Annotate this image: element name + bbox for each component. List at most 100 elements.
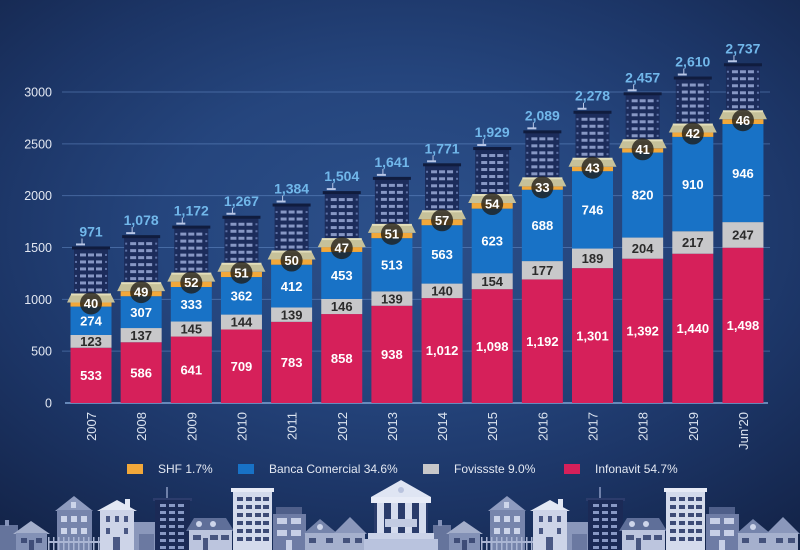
tower-side-light (125, 270, 128, 273)
apartment-window (237, 529, 243, 533)
tower-window (597, 124, 604, 128)
tower-side-light (325, 205, 328, 208)
dormer-house-window (643, 535, 651, 540)
tower-side-light (676, 112, 679, 115)
tower-window (631, 127, 638, 131)
tower-window (481, 168, 488, 172)
fence-post (53, 537, 55, 550)
tower-window (330, 219, 337, 223)
tower-window (230, 236, 237, 240)
slate-house-roof (276, 507, 302, 515)
dark-tower-window (602, 504, 608, 507)
bar-segment-fovissste (220, 314, 262, 330)
dark-tower-window (160, 525, 166, 528)
tower-window (547, 158, 554, 162)
tower-side-light (105, 274, 107, 277)
tower-window (431, 184, 438, 188)
tower-side-light (426, 198, 429, 201)
twin-gable-window (788, 538, 795, 543)
tower-window (697, 90, 704, 94)
tower-window (539, 151, 546, 155)
tower-window (246, 257, 253, 261)
tower-window (431, 170, 438, 174)
dark-tower-window (169, 504, 175, 507)
y-tick-label: 0 (45, 397, 52, 411)
fence-post (501, 537, 503, 550)
apartment-window (670, 497, 676, 501)
tower-window (280, 224, 287, 228)
shf-badge (531, 176, 554, 199)
tower-window (138, 277, 145, 281)
tower-side-light (255, 258, 258, 261)
tower-side-light (456, 191, 459, 194)
x-tick-label: 2019 (686, 412, 701, 441)
building-tower (372, 168, 411, 226)
slate-house-window (277, 518, 287, 524)
twin-gable-window (742, 538, 749, 543)
tower-window (639, 134, 646, 138)
bar-stack-2016: 1,192 177 688 33 2,089 (518, 107, 567, 403)
tower-side-light (576, 153, 579, 156)
tower-window (380, 190, 387, 194)
building-tower (523, 122, 562, 180)
segment-label-fovissste: 177 (531, 263, 553, 278)
bar-segment-infonavit (672, 253, 714, 403)
tower-side-light (606, 139, 609, 142)
segment-label-shf: 57 (435, 213, 449, 228)
apartment-window (688, 521, 694, 525)
tower-side-light (606, 153, 609, 156)
white-house-window (557, 528, 561, 534)
apartment-window (263, 521, 269, 525)
bank-emblem (398, 487, 404, 493)
twin-gable-window (326, 538, 333, 543)
tower-window (731, 70, 738, 74)
tower-window (497, 189, 504, 193)
bar-segment-fovissste (521, 261, 563, 280)
fence-post (531, 537, 533, 550)
tower-side-light (125, 242, 128, 245)
apartment-window (696, 521, 702, 525)
shf-badge (280, 249, 303, 272)
dormer-house-door (636, 538, 641, 550)
fence-post (98, 537, 100, 550)
gable-house-roof (13, 521, 50, 534)
gable-house-window (36, 538, 42, 543)
segment-label-banca-comercial: 820 (632, 188, 654, 203)
segment-label-fovissste: 146 (331, 299, 353, 314)
tower-window (747, 77, 754, 81)
tower-window (581, 124, 588, 128)
twin-gable-attic-window (317, 524, 323, 530)
fence-rail (48, 541, 106, 543)
tower-window (188, 246, 195, 250)
dormer-house-window (210, 535, 218, 540)
total-label: 1,078 (124, 212, 159, 228)
tower-side-light (526, 158, 529, 161)
dormer-window (196, 521, 202, 527)
segment-label-infonavit: 586 (130, 365, 152, 380)
tower-window (431, 198, 438, 202)
fence-post (496, 537, 498, 550)
tower-window (689, 97, 696, 101)
tall-house-window (494, 516, 500, 522)
tower-window (346, 219, 353, 223)
bank-building (364, 480, 438, 550)
tower-window (647, 127, 654, 131)
fence-post (63, 537, 65, 550)
tower-side-light (556, 151, 559, 154)
white-house-window (539, 528, 543, 534)
tower-side-light (426, 205, 429, 208)
fence-post (78, 537, 80, 550)
segment-label-fovissste: 144 (231, 315, 253, 330)
twin-gable-body (738, 533, 798, 550)
apartment-window (679, 529, 685, 533)
tower-window (396, 218, 403, 222)
tower-side-light (576, 132, 579, 135)
tower-window (681, 90, 688, 94)
y-tick-label: 2500 (24, 137, 52, 151)
fence-post (48, 537, 50, 550)
tower-side-light (405, 184, 408, 187)
x-tick-label: 2014 (435, 412, 450, 441)
tower-side-light (606, 125, 609, 128)
tower-side-light (526, 144, 529, 147)
tower-roof-unit (126, 232, 136, 235)
